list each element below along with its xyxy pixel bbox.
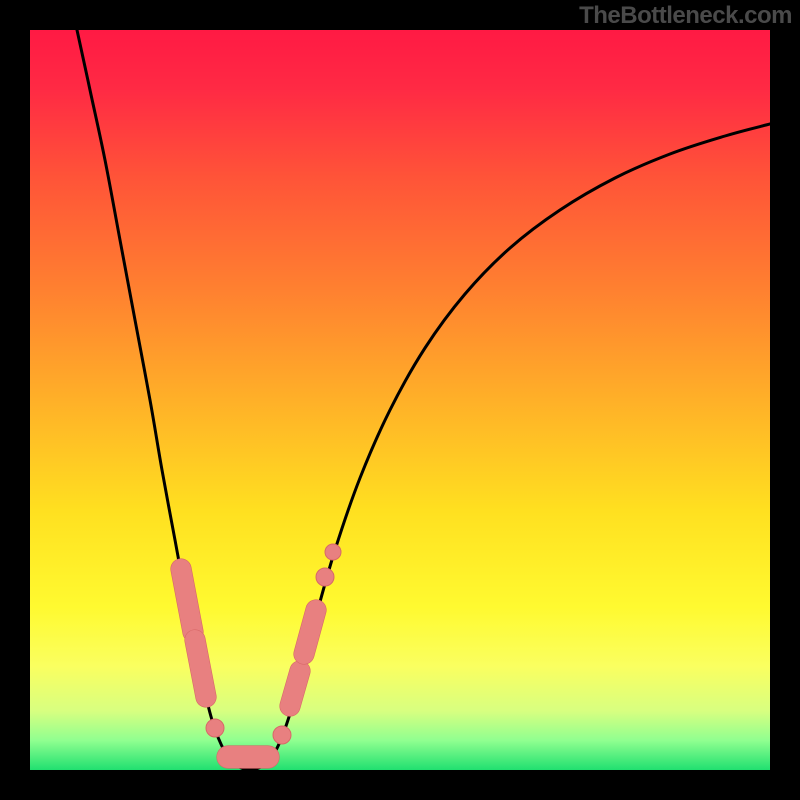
gradient-background	[30, 30, 770, 770]
watermark-text: TheBottleneck.com	[579, 2, 792, 30]
chart-container: TheBottleneck.com	[0, 0, 800, 800]
